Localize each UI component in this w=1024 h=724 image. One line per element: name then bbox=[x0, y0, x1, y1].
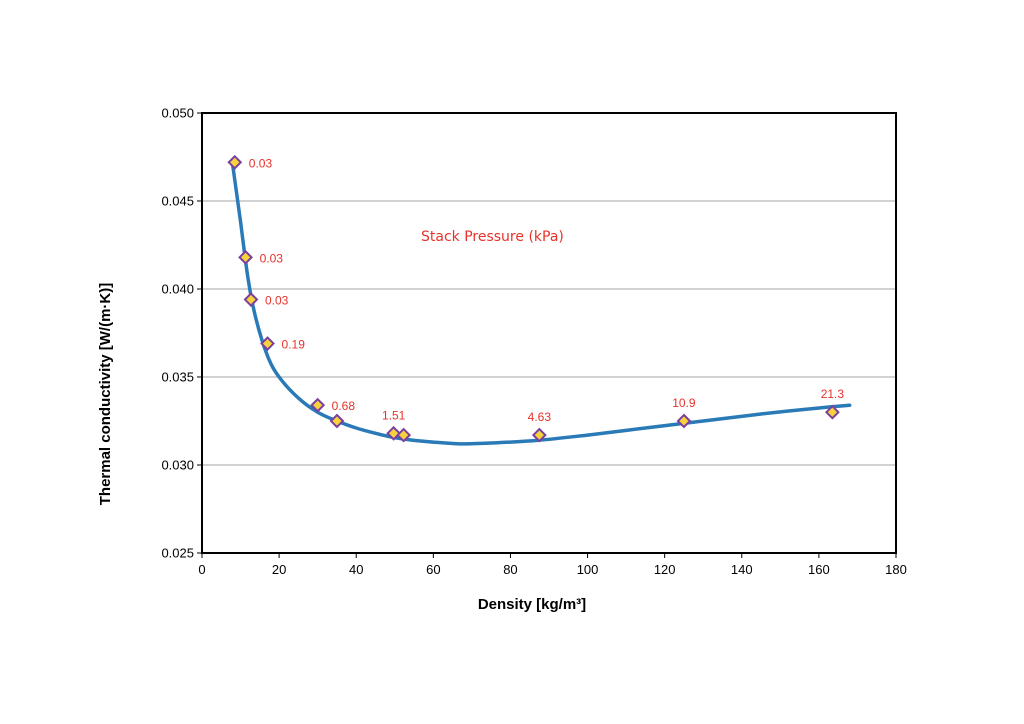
y-tick-label: 0.030 bbox=[161, 458, 194, 473]
data-point bbox=[824, 404, 840, 420]
data-point bbox=[243, 292, 259, 307]
data-point bbox=[238, 249, 253, 265]
x-tick-label: 80 bbox=[503, 562, 517, 577]
data-points bbox=[227, 154, 840, 443]
data-point bbox=[310, 397, 326, 413]
x-tick-label: 40 bbox=[349, 562, 363, 577]
annotation-stack-pressure: Stack Pressure (kPa) bbox=[421, 229, 564, 245]
x-tick-label: 0 bbox=[198, 562, 205, 577]
data-point bbox=[676, 413, 692, 429]
y-tick-label: 0.050 bbox=[161, 106, 194, 121]
point-label: 0.68 bbox=[332, 399, 356, 413]
y-axis: 0.025 0.030 0.035 0.040 0.045 0.050 bbox=[161, 106, 202, 561]
data-point bbox=[531, 427, 547, 443]
x-tick-label: 180 bbox=[885, 562, 907, 577]
y-axis-title: Thermal conductivity [W/(m·K)] bbox=[97, 283, 114, 506]
y-tick-label: 0.040 bbox=[161, 282, 194, 297]
x-tick-label: 20 bbox=[272, 562, 286, 577]
plot-frame bbox=[201, 112, 897, 554]
point-label: 4.63 bbox=[528, 410, 552, 424]
x-tick-label: 140 bbox=[731, 562, 753, 577]
point-label: 10.9 bbox=[672, 396, 696, 410]
y-tick-label: 0.035 bbox=[161, 370, 194, 385]
grid-lines bbox=[202, 200, 896, 466]
x-axis: 0 20 40 60 80 100 120 140 160 180 bbox=[198, 553, 907, 577]
data-point bbox=[386, 425, 402, 441]
y-tick-label: 0.045 bbox=[161, 194, 194, 209]
x-tick-label: 100 bbox=[577, 562, 599, 577]
x-tick-label: 160 bbox=[808, 562, 830, 577]
x-tick-label: 60 bbox=[426, 562, 440, 577]
data-point bbox=[227, 154, 243, 170]
point-labels: 0.03 0.03 0.03 0.19 0.68 1.51 4.63 10.9 21.3 bbox=[249, 156, 845, 424]
point-label: 0.03 bbox=[265, 294, 289, 308]
point-label: 0.03 bbox=[249, 156, 273, 170]
point-label: 21.3 bbox=[821, 387, 845, 401]
data-point bbox=[260, 336, 275, 351]
point-label: 1.51 bbox=[382, 408, 406, 422]
point-label: 0.19 bbox=[282, 338, 306, 352]
point-label: 0.03 bbox=[260, 251, 284, 265]
x-axis-title: Density [kg/m³] bbox=[478, 596, 586, 613]
x-tick-label: 120 bbox=[654, 562, 676, 577]
data-point bbox=[329, 413, 345, 429]
data-point bbox=[396, 427, 412, 443]
trend-line bbox=[231, 164, 852, 446]
y-tick-label: 0.025 bbox=[161, 546, 194, 561]
